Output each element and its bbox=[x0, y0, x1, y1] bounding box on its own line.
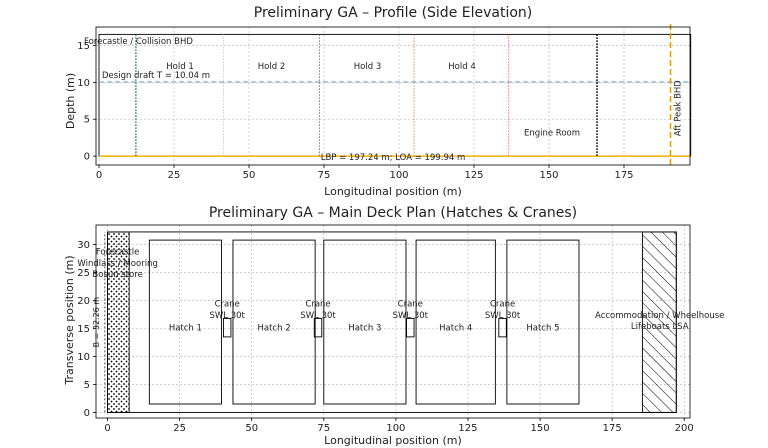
deck-plan-ytick-label: 0 bbox=[84, 408, 90, 419]
hull-outline bbox=[98, 33, 692, 157]
profile-annotation: Engine Room bbox=[524, 128, 580, 138]
hatch-outline bbox=[506, 239, 580, 405]
hatch-label: Hatch 2 bbox=[258, 323, 291, 333]
hatch-outline bbox=[323, 239, 407, 405]
profile-ticks: 0 25 50 75 100 125 150 175 0 5 10 15 bbox=[77, 41, 633, 181]
profile-ytick-label: 10 bbox=[77, 78, 90, 89]
profile-ytick-label: 5 bbox=[84, 115, 90, 126]
deck-plan-annotation: Bosun store bbox=[92, 270, 142, 280]
deck-plan-ytick-label: 5 bbox=[84, 380, 90, 391]
deck-plan-title: Preliminary GA – Main Deck Plan (Hatches… bbox=[209, 205, 577, 221]
accommodation-zone bbox=[641, 231, 677, 413]
deck-plan-xtick-label: 175 bbox=[603, 423, 622, 434]
deck-plan-annotation: Windlass / Mooring bbox=[77, 259, 157, 269]
deck-plan-xtick-label: 75 bbox=[317, 423, 330, 434]
hatch-label: Hatch 5 bbox=[526, 323, 559, 333]
profile-xtick-label: 150 bbox=[539, 170, 558, 181]
profile-marks: Design draft T = 10.04 m Forecastle / Col… bbox=[84, 24, 692, 168]
deck-plan-ytick-label: 30 bbox=[77, 240, 90, 251]
profile-annotation: Hold 2 bbox=[258, 62, 285, 72]
crane-pedestal bbox=[223, 317, 232, 338]
deck-plan-y-axis-label: Transverse position (m) bbox=[63, 255, 76, 385]
hatch-label: Hatch 4 bbox=[439, 323, 472, 333]
deck-plan-annotation: Accommodation / Wheelhouse bbox=[595, 311, 724, 321]
profile-ytick-label: 0 bbox=[84, 152, 90, 163]
deck-plan-ticks: 0 25 50 75 100 125 150 175 200 0 5 10 15 20 25 30 bbox=[77, 240, 694, 434]
deck-plan-annotation: Crane bbox=[305, 300, 330, 310]
hatch-outline bbox=[232, 239, 316, 405]
deck-plan-annotation: Crane bbox=[215, 300, 240, 310]
hatch-label: Hatch 3 bbox=[348, 323, 381, 333]
hatch-label: Hatch 1 bbox=[169, 323, 202, 333]
deck-plan-annotation: Forecastle bbox=[96, 248, 140, 258]
deck-plan-annotation: SWL 30t bbox=[210, 311, 246, 321]
profile-xtick-label: 75 bbox=[318, 170, 331, 181]
deck-plan-annotation: SWL 30t bbox=[300, 311, 336, 321]
deck-plan-grid bbox=[96, 225, 690, 418]
deck-plan-xtick-label: 25 bbox=[173, 423, 186, 434]
deck-plan-annotation: Crane bbox=[398, 300, 423, 310]
profile-xtick-label: 25 bbox=[168, 170, 181, 181]
deck-plan-annotation: SWL 30t bbox=[485, 311, 521, 321]
profile-title: Preliminary GA – Profile (Side Elevation… bbox=[254, 5, 533, 21]
profile-xtick-label: 0 bbox=[96, 170, 102, 181]
hatch-outline bbox=[415, 239, 496, 405]
profile-grid bbox=[96, 27, 690, 165]
crane-pedestal bbox=[498, 317, 507, 338]
deck-plan-xtick-label: 0 bbox=[104, 423, 110, 434]
crane-pedestal bbox=[313, 317, 323, 338]
deck-outline bbox=[107, 231, 677, 413]
aft-peak-label: Aft Peak BHD bbox=[673, 80, 683, 136]
crane-pedestal bbox=[406, 317, 415, 338]
deck-plan-ytick-label: 25 bbox=[77, 268, 90, 279]
profile-ytick-label: 15 bbox=[77, 41, 90, 52]
profile-plot-frame bbox=[95, 26, 691, 166]
profile-xtick-label: 175 bbox=[614, 170, 633, 181]
deck-plan-ytick-label: 15 bbox=[77, 324, 90, 335]
deck-plan-plot-frame bbox=[95, 224, 691, 419]
deck-plan-xtick-label: 100 bbox=[386, 423, 405, 434]
deck-plan-xtick-label: 125 bbox=[458, 423, 477, 434]
deck-plan-ytick-label: 20 bbox=[77, 296, 90, 307]
profile-x-axis-label: Longitudinal position (m) bbox=[324, 185, 462, 198]
profile-annotation: Forecastle / Collision BHD bbox=[84, 37, 193, 47]
profile-xtick-label: 100 bbox=[389, 170, 408, 181]
profile-y-axis-label: Depth (m) bbox=[64, 73, 77, 129]
profile-annotation: Hold 4 bbox=[448, 62, 475, 72]
deck-plan-annotation: Crane bbox=[490, 300, 515, 310]
profile-chart: Preliminary GA – Profile (Side Elevation… bbox=[64, 5, 692, 198]
profile-annotation: Hold 3 bbox=[354, 62, 381, 72]
deck-plan-xtick-label: 150 bbox=[531, 423, 550, 434]
profile-xtick-label: 125 bbox=[464, 170, 483, 181]
hatch-outline bbox=[148, 239, 222, 405]
profile-xtick-label: 50 bbox=[243, 170, 256, 181]
deck-plan-xtick-label: 50 bbox=[245, 423, 258, 434]
deck-plan-marks: Hatch 1 Hatch 2 Hatch 3 Hatch 4 Hatch 5B = 3… bbox=[77, 231, 724, 413]
deck-plan-annotation: Lifeboats LSA bbox=[631, 322, 689, 332]
deck-plan-xtick-label: 200 bbox=[675, 423, 694, 434]
design-draft-label: Design draft T = 10.04 m bbox=[102, 71, 210, 81]
profile-annotation: LBP = 197.24 m; LOA = 199.94 m bbox=[321, 153, 466, 163]
profile-annotation: Hold 1 bbox=[166, 62, 193, 72]
deck-plan-annotation: SWL 30t bbox=[393, 311, 429, 321]
deck-plan-chart: Preliminary GA – Main Deck Plan (Hatches… bbox=[63, 205, 724, 447]
deck-plan-x-axis-label: Longitudinal position (m) bbox=[324, 434, 462, 447]
deck-plan-ytick-label: 10 bbox=[77, 352, 90, 363]
forecastle-zone bbox=[107, 231, 130, 413]
